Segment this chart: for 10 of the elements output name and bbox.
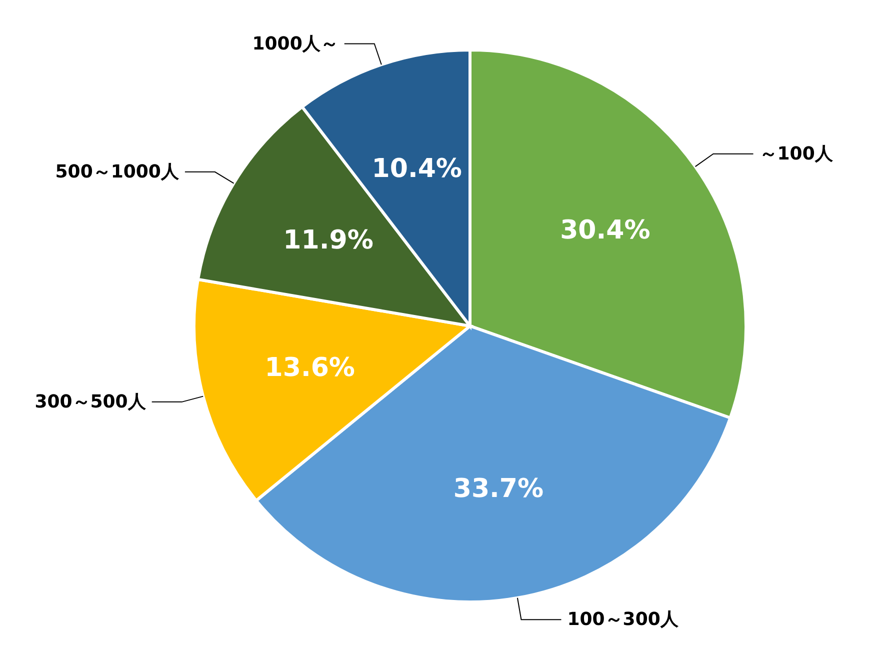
data-label: 30.4%: [560, 215, 650, 246]
slice-label: 500～1000人: [55, 161, 180, 182]
data-label: 33.7%: [453, 474, 544, 504]
slice-label: 300～500人: [34, 391, 147, 412]
data-label: 13.6%: [264, 353, 355, 384]
data-label: 10.4%: [372, 154, 462, 184]
slice-label: 1000人～: [252, 33, 338, 54]
slice-label: 100～300人: [567, 609, 680, 630]
data-label: 11.9%: [283, 225, 374, 256]
slice-label: ～100人: [759, 143, 834, 164]
